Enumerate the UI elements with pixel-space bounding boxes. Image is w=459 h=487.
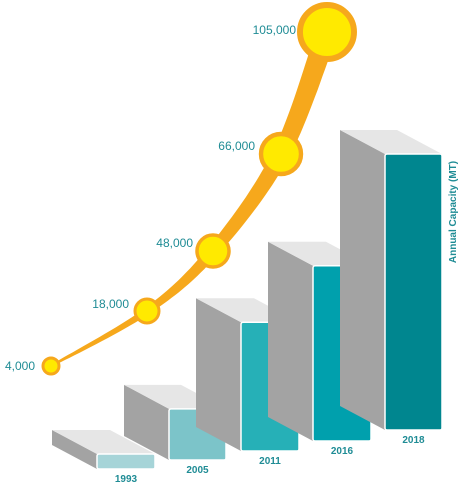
growth-curve <box>50 28 338 367</box>
year-label-1993: 1993 <box>115 474 138 482</box>
bar-1993-side <box>52 430 97 469</box>
bar-2018 <box>384 153 443 431</box>
value-label-2011: 48,000 <box>156 236 193 250</box>
year-label-2018: 2018 <box>402 435 425 446</box>
value-label-2018: 105,000 <box>253 23 297 37</box>
value-labels-group: 4,000 18,000 48,000 66,000 105,000 <box>5 23 296 373</box>
bar-2005-side <box>124 384 169 460</box>
bar-2018-top <box>340 130 442 154</box>
year-labels-group: 1993 2005 2011 2016 2018 <box>115 435 425 485</box>
bar-1993-top <box>52 430 155 454</box>
bar-1993 <box>96 453 156 470</box>
growth-curve-group <box>50 28 338 367</box>
markers-group <box>41 2 357 376</box>
bar-2011-side <box>196 298 241 451</box>
year-label-2005: 2005 <box>186 465 209 476</box>
bars-group <box>52 130 443 470</box>
year-label-2011: 2011 <box>259 456 281 467</box>
value-label-2005: 18,000 <box>92 297 129 311</box>
bar-2016-side <box>268 241 313 441</box>
marker-1993 <box>41 356 61 376</box>
value-label-1993: 4,000 <box>5 359 35 373</box>
year-label-2016: 2016 <box>331 446 354 457</box>
marker-2018 <box>297 2 357 62</box>
marker-2005 <box>133 297 161 325</box>
y-axis-label: Annual Capacity (MT) <box>448 161 459 263</box>
bar-2018-side <box>340 130 385 430</box>
marker-2016 <box>258 131 304 177</box>
marker-2011 <box>195 233 231 269</box>
value-label-2016: 66,000 <box>218 139 255 153</box>
